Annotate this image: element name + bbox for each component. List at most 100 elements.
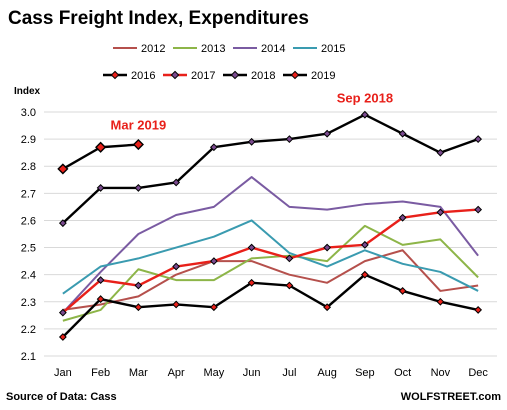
data-point-2017 [285, 254, 294, 263]
x-tick-label: Jan [54, 367, 72, 379]
x-tick-label: Oct [394, 367, 411, 379]
chart-title: Cass Freight Index, Expenditures [8, 8, 309, 29]
series-line-2012 [62, 249, 479, 311]
legend-label: 2017 [191, 70, 215, 82]
series-line-2018 [62, 113, 479, 225]
y-tick-label: 2.7 [21, 188, 36, 200]
data-point-2018 [96, 184, 105, 192]
data-point-2018 [360, 110, 369, 119]
x-tick-label: Apr [168, 367, 185, 379]
series-2012 [62, 249, 479, 311]
data-point-2018 [285, 135, 294, 144]
data-point-2018 [247, 137, 256, 146]
x-tick-labels: Jan Feb Mar Apr May Jun Jul Aug Sep Oct Nov Dec [54, 367, 488, 379]
data-point-2019 [57, 163, 69, 175]
annotation-label: Sep 2018 [337, 91, 393, 106]
series-2014 [62, 176, 479, 314]
y-tick-label: 2.5 [21, 243, 36, 255]
data-point-2018 [436, 148, 445, 157]
y-tick-labels: 2.1 2.2 2.3 2.4 2.5 2.6 2.7 2.8 2.9 3.0 [21, 107, 36, 363]
y-tick-label: 2.2 [21, 324, 36, 336]
y-tick-label: 3.0 [21, 107, 36, 119]
legend-label: 2016 [131, 70, 155, 82]
annotations: Mar 2019 Sep 2018 [111, 91, 394, 133]
x-tick-label: Sep [355, 367, 375, 379]
series-2017 [58, 205, 483, 317]
data-point-2017 [96, 276, 105, 284]
series-2016 [58, 270, 483, 341]
x-tick-label: Feb [91, 367, 110, 379]
x-tick-label: Jul [282, 367, 296, 379]
data-point-2016 [436, 297, 445, 306]
data-point-2017 [436, 208, 445, 217]
data-point-2017 [398, 213, 407, 222]
legend-entry-2012: 2012 [113, 43, 165, 55]
series-line-2017 [62, 208, 479, 314]
brand-label: WOLFSTREET.com [401, 391, 501, 403]
data-point-2018 [474, 135, 483, 144]
data-point-2019 [95, 141, 107, 153]
data-point-2018 [398, 129, 407, 138]
legend-entry-2013: 2013 [173, 43, 225, 55]
series-line-2016 [62, 273, 479, 338]
data-point-2017 [360, 240, 369, 249]
data-point-2018 [134, 184, 143, 192]
legend-label: 2015 [321, 43, 345, 55]
x-tick-label: Nov [431, 367, 451, 379]
data-point-2016 [247, 278, 256, 287]
x-tick-label: Aug [317, 367, 337, 379]
data-point-2016 [58, 333, 67, 341]
legend-marker [170, 70, 180, 80]
data-point-2017 [474, 205, 483, 214]
legend-label: 2018 [251, 70, 275, 82]
legend: 2012 2013 2014 2015 2016 2017 2018 2019 [103, 43, 345, 82]
series-line-2013 [62, 224, 479, 322]
legend-label: 2012 [141, 43, 165, 55]
y-tick-label: 2.1 [21, 351, 36, 363]
data-point-2018 [172, 178, 181, 187]
legend-label: 2013 [201, 43, 225, 55]
series-line-2014 [62, 176, 479, 314]
y-tick-label: 2.3 [21, 297, 36, 309]
legend-marker [290, 70, 300, 80]
y-tick-label: 2.9 [21, 134, 36, 146]
legend-label: 2014 [261, 43, 285, 55]
y-tick-label: 2.6 [21, 215, 36, 227]
series-2018 [58, 110, 483, 228]
series-line-2015 [62, 219, 479, 295]
y-tick-label: 2.4 [21, 270, 36, 282]
data-point-2018 [323, 129, 332, 138]
data-point-2018 [209, 143, 218, 152]
data-point-2017 [247, 243, 256, 252]
data-point-2017 [172, 262, 181, 271]
data-point-2016 [209, 303, 218, 312]
legend-entry-2018: 2018 [223, 70, 275, 82]
series-2019 [57, 138, 144, 175]
legend-entry-2014: 2014 [233, 43, 285, 55]
data-point-2016 [96, 295, 105, 303]
legend-label: 2019 [311, 70, 335, 82]
series-2013 [62, 224, 479, 322]
data-point-2019 [132, 138, 144, 151]
annotation-label: Mar 2019 [111, 118, 167, 133]
data-point-2016 [172, 300, 181, 309]
legend-entry-2017: 2017 [163, 70, 215, 82]
x-tick-label: Dec [468, 367, 488, 379]
legend-marker [230, 70, 240, 80]
legend-entry-2015: 2015 [293, 43, 345, 55]
x-tick-label: May [203, 367, 224, 379]
y-axis-label: Index [14, 86, 41, 97]
data-point-2018 [58, 219, 67, 228]
legend-entry-2019: 2019 [283, 70, 335, 82]
data-point-2017 [209, 257, 218, 266]
data-point-2017 [58, 308, 67, 317]
data-point-2016 [285, 281, 294, 290]
gridlines [44, 111, 497, 357]
x-tick-label: Mar [129, 367, 148, 379]
data-point-2016 [323, 303, 332, 312]
y-tick-label: 2.8 [21, 161, 36, 173]
source-note: Source of Data: Cass [6, 391, 117, 403]
series-2015 [62, 219, 479, 295]
data-point-2016 [398, 287, 407, 295]
